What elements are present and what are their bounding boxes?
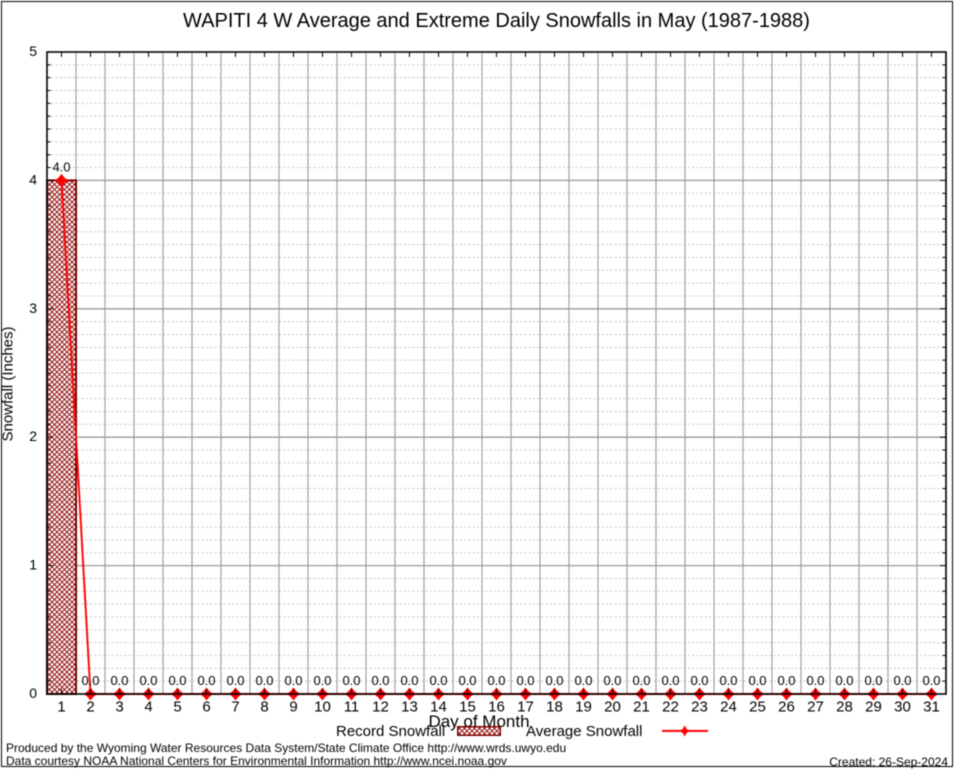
svg-text:0.0: 0.0 <box>632 673 650 688</box>
svg-text:0.0: 0.0 <box>893 673 911 688</box>
svg-text:0.0: 0.0 <box>81 673 99 688</box>
svg-text:0: 0 <box>29 685 37 701</box>
svg-text:0.0: 0.0 <box>719 673 737 688</box>
svg-text:0.0: 0.0 <box>690 673 708 688</box>
svg-text:0.0: 0.0 <box>835 673 853 688</box>
svg-text:0.0: 0.0 <box>197 673 215 688</box>
svg-text:5: 5 <box>29 43 37 59</box>
svg-text:0.0: 0.0 <box>922 673 940 688</box>
svg-text:0.0: 0.0 <box>342 673 360 688</box>
svg-text:0.0: 0.0 <box>516 673 534 688</box>
svg-text:0.0: 0.0 <box>574 673 592 688</box>
svg-text:0.0: 0.0 <box>458 673 476 688</box>
svg-text:0.0: 0.0 <box>487 673 505 688</box>
svg-text:0.0: 0.0 <box>255 673 273 688</box>
svg-text:0.0: 0.0 <box>168 673 186 688</box>
svg-text:3: 3 <box>29 300 37 316</box>
svg-text:0.0: 0.0 <box>284 673 302 688</box>
svg-text:0.0: 0.0 <box>110 673 128 688</box>
svg-text:0.0: 0.0 <box>864 673 882 688</box>
svg-text:0.0: 0.0 <box>777 673 795 688</box>
svg-text:0.0: 0.0 <box>371 673 389 688</box>
svg-text:0.0: 0.0 <box>545 673 563 688</box>
svg-text:0.0: 0.0 <box>400 673 418 688</box>
svg-text:4: 4 <box>29 171 37 187</box>
svg-text:0.0: 0.0 <box>139 673 157 688</box>
svg-text:1: 1 <box>29 557 37 573</box>
svg-text:0.0: 0.0 <box>748 673 766 688</box>
svg-text:4.0: 4.0 <box>52 159 70 174</box>
svg-text:0.0: 0.0 <box>313 673 331 688</box>
svg-text:0.0: 0.0 <box>226 673 244 688</box>
svg-text:0.0: 0.0 <box>603 673 621 688</box>
svg-text:2: 2 <box>29 428 37 444</box>
svg-text:0.0: 0.0 <box>661 673 679 688</box>
svg-text:0.0: 0.0 <box>429 673 447 688</box>
svg-text:0.0: 0.0 <box>806 673 824 688</box>
